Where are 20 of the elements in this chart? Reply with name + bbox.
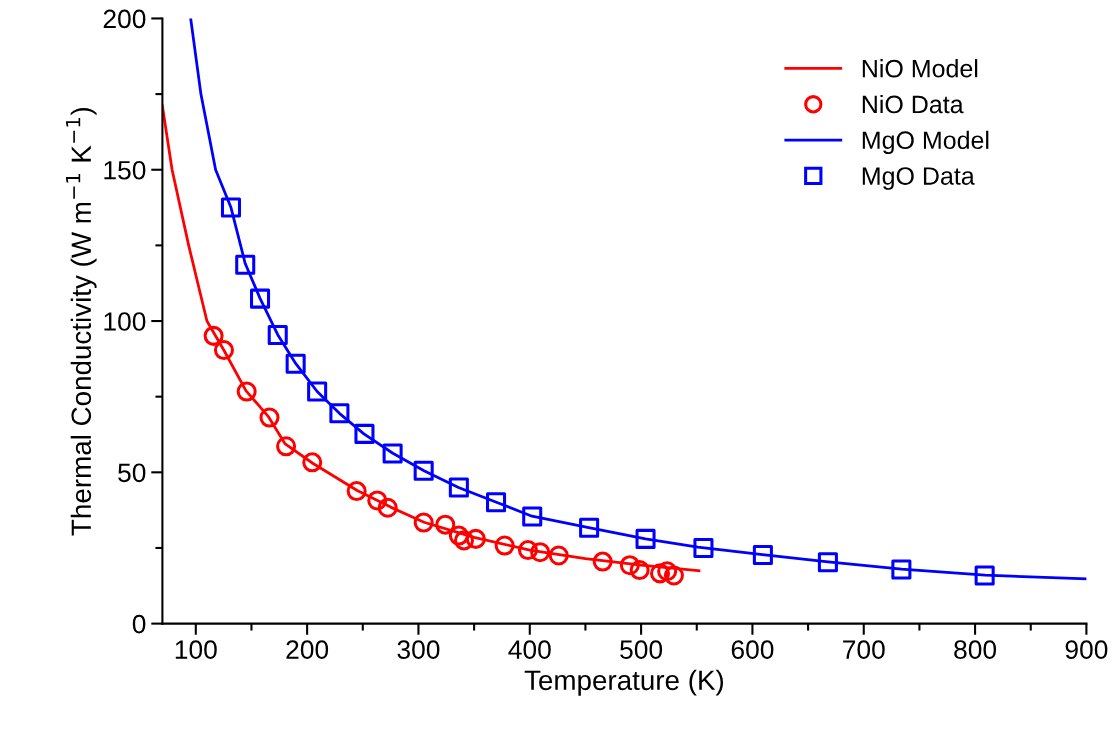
legend-label: NiO Data	[862, 94, 964, 114]
y-tick-label: 100	[104, 312, 146, 331]
y-tick-label: 150	[104, 160, 146, 180]
legend-label: MgO Model	[862, 130, 989, 155]
y-tick-label: 200	[103, 9, 146, 29]
y-tick-label: 50	[118, 463, 146, 483]
legend-label: NiO Model	[862, 59, 978, 78]
x-tick-label: 300	[397, 640, 440, 659]
x-tick-label: 500	[620, 640, 663, 659]
x-tick-label: 600	[731, 640, 774, 659]
x-tick-label: 900	[1065, 640, 1108, 659]
legend-label: MgO Data	[862, 167, 975, 190]
x-tick-label: 100	[175, 640, 217, 659]
x-tick-label: 200	[286, 640, 329, 659]
x-tick-label: 400	[508, 640, 551, 659]
x-tick-label: 800	[954, 640, 997, 659]
y-axis-title: Thermal Conductivity (W m$^{−1}$ K$^{−1}$)	[66, 107, 97, 536]
x-axis-title: Temperature (K)	[524, 669, 724, 696]
x-tick-label: 700	[843, 640, 885, 659]
y-tick-label: 0	[132, 614, 146, 634]
